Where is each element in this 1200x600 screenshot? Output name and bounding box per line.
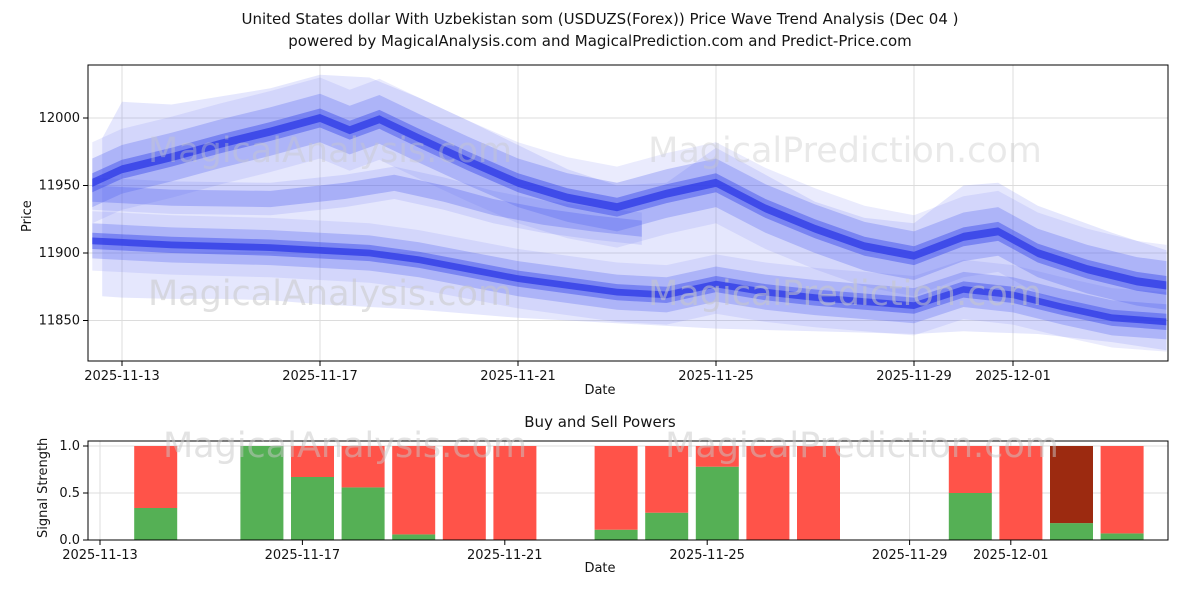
- price-band-upper-line: [92, 114, 1167, 290]
- price-band-envelope-band: [102, 74, 1167, 351]
- y-tick-label: 11950: [39, 179, 80, 194]
- buy-bar: [341, 487, 385, 540]
- sell-bar: [392, 446, 436, 535]
- watermark-text: MagicalPrediction.com: [665, 426, 1059, 466]
- x-tick-label: 2025-11-29: [876, 369, 952, 384]
- watermark-text: MagicalAnalysis.com: [148, 274, 512, 314]
- sell-bar: [594, 446, 638, 530]
- x-tick-label: 2025-12-01: [975, 369, 1051, 384]
- buy-bar: [291, 477, 334, 540]
- signal-axis-label: Signal Strength: [36, 437, 51, 538]
- watermarks: MagicalAnalysis.com MagicalPrediction.com…: [148, 131, 1059, 466]
- price-axes: 2025-11-13 2025-11-17 2025-11-21 2025-11-25…: [39, 64, 1169, 384]
- x-tick-label: 2025-12-01: [973, 548, 1049, 563]
- watermark-text: MagicalPrediction.com: [648, 131, 1042, 171]
- y-tick-label: 1.0: [59, 439, 80, 454]
- sell-bar: [134, 446, 178, 508]
- chart-title: United States dollar With Uzbekistan som…: [0, 8, 1200, 52]
- chart-title-line1: United States dollar With Uzbekistan som…: [241, 10, 959, 28]
- chart-title-line2: powered by MagicalAnalysis.com and Magic…: [288, 32, 912, 50]
- signal-bars: [134, 446, 1144, 540]
- price-band-mid-halo: [92, 166, 642, 245]
- sell-bar: [442, 446, 486, 540]
- signal-chart-title: Buy and Sell Powers: [524, 413, 676, 431]
- price-plot-border: [87, 64, 1169, 362]
- sell-bar: [1100, 446, 1144, 534]
- buy-bar: [240, 446, 284, 540]
- price-band-lower-line: [92, 237, 1167, 326]
- sell-bar: [341, 446, 385, 488]
- y-tick-label: 12000: [39, 111, 80, 126]
- buy-bar: [134, 508, 178, 540]
- sell-bar: [797, 446, 840, 540]
- sell-bar: [493, 446, 537, 540]
- signal-axes: 2025-11-13 2025-11-17 2025-11-21 2025-11-25…: [59, 439, 1169, 563]
- price-wave-bands: [92, 74, 1167, 352]
- sell-bar: [999, 446, 1043, 540]
- sell-bar: [1050, 446, 1093, 524]
- price-axis-label: Price: [20, 200, 35, 232]
- watermark-text: MagicalAnalysis.com: [163, 426, 527, 466]
- sell-bar: [695, 446, 739, 467]
- watermark-text: MagicalPrediction.com: [648, 274, 1042, 314]
- price-band-lower-halo: [92, 211, 1167, 352]
- sell-bar: [948, 446, 992, 493]
- price-grid: [88, 65, 1168, 361]
- sell-bar: [645, 446, 689, 513]
- x-tick-label: 2025-11-25: [678, 369, 754, 384]
- x-tick-label: 2025-11-13: [84, 369, 160, 384]
- x-tick-label: 2025-11-29: [872, 548, 948, 563]
- y-tick-label: 0.0: [59, 533, 80, 548]
- sell-bar: [746, 446, 790, 540]
- sell-bar: [291, 446, 334, 477]
- date-axis-label-top: Date: [584, 383, 616, 398]
- date-axis-label-bottom: Date: [584, 561, 616, 576]
- buy-bar: [1100, 533, 1144, 540]
- y-tick-label: 0.5: [59, 486, 80, 501]
- buy-bar: [695, 466, 739, 540]
- x-tick-label: 2025-11-25: [669, 548, 745, 563]
- x-tick-label: 2025-11-13: [62, 548, 138, 563]
- buy-bar: [392, 534, 436, 540]
- y-tick-label: 11900: [39, 246, 80, 261]
- x-tick-label: 2025-11-17: [265, 548, 341, 563]
- y-tick-label: 11850: [39, 314, 80, 329]
- signal-plot-border: [87, 440, 1169, 541]
- buy-bar: [594, 529, 638, 540]
- x-tick-label: 2025-11-21: [467, 548, 543, 563]
- buy-bar: [948, 493, 992, 540]
- price-band-mid-core: [92, 174, 642, 237]
- watermark-text: MagicalAnalysis.com: [148, 131, 512, 171]
- buy-bar: [1050, 523, 1093, 540]
- x-tick-label: 2025-11-21: [480, 369, 556, 384]
- x-tick-label: 2025-11-17: [282, 369, 358, 384]
- buy-bar: [645, 512, 689, 540]
